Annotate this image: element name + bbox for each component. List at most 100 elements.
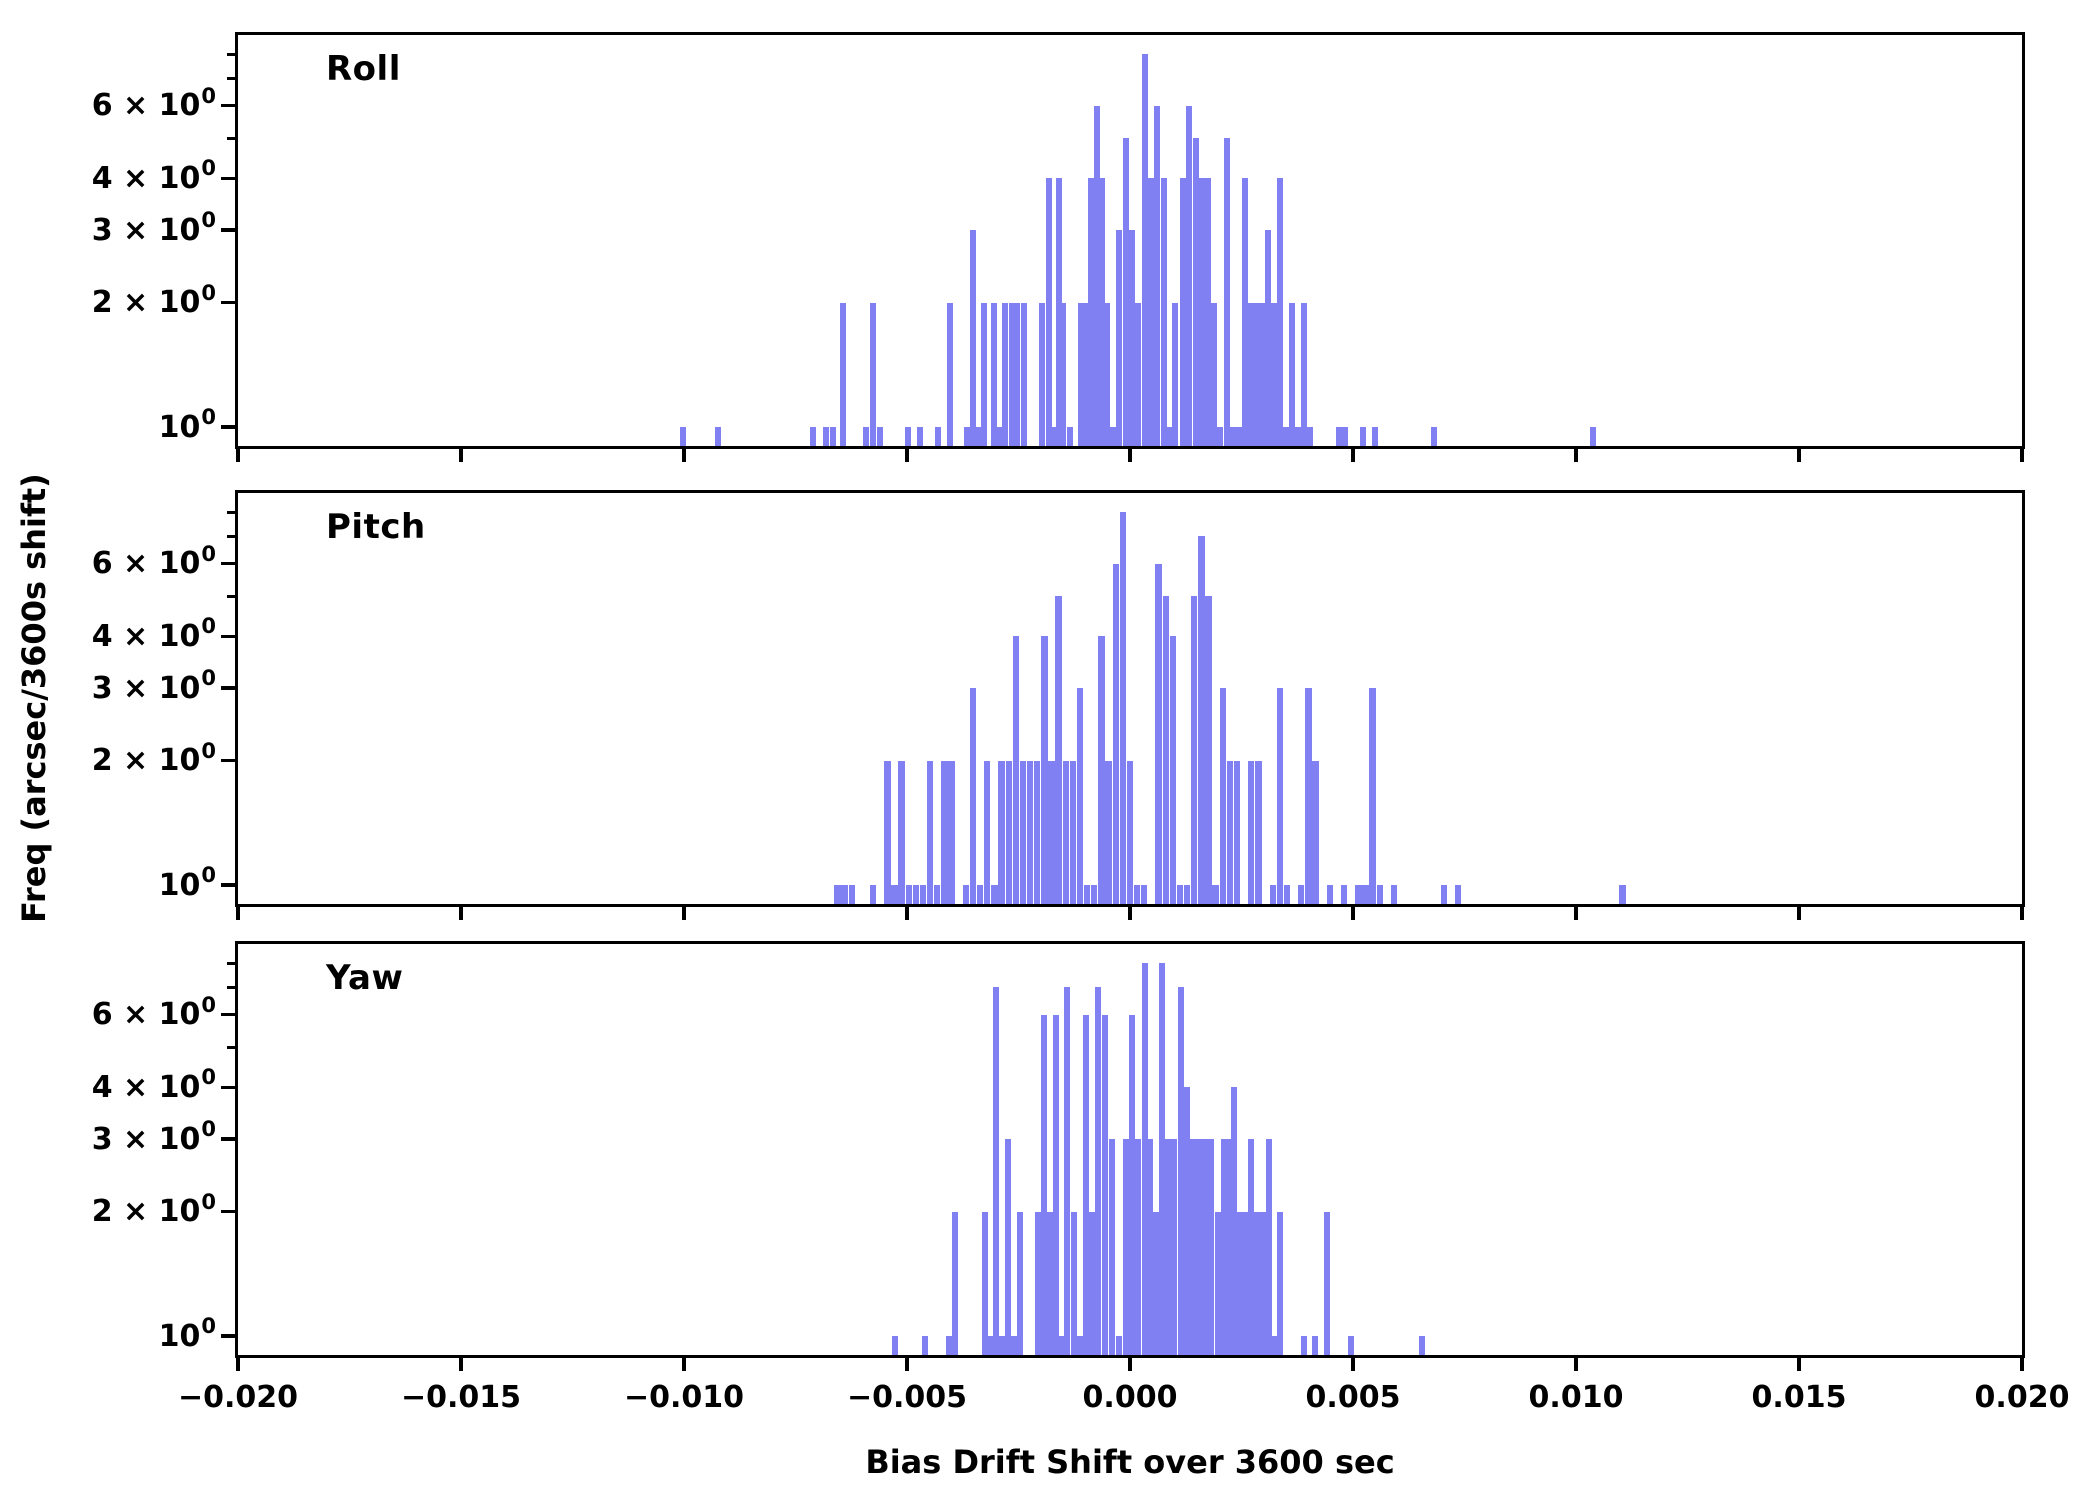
histogram-bar (1122, 138, 1130, 446)
histogram-bar (1185, 105, 1193, 446)
histogram-bar (1166, 427, 1174, 446)
y-tick-mark (221, 686, 235, 690)
histogram-bar (1233, 760, 1241, 904)
histogram-bar (1093, 105, 1101, 446)
histogram-bar (1052, 1014, 1060, 1355)
histogram-bar (995, 427, 1003, 446)
histogram-bar (975, 427, 982, 446)
x-tick-mark (905, 1358, 909, 1371)
histogram-bar (1038, 302, 1046, 446)
x-tick-mark (1351, 1358, 1355, 1371)
histogram-bar (1248, 760, 1255, 904)
histogram-bar (927, 760, 934, 904)
y-tick-label: 3 × 10 0 (91, 666, 216, 706)
y-tick-mark (221, 883, 235, 887)
x-tick-mark (236, 907, 240, 920)
histogram-bar (876, 427, 883, 446)
histogram-bar (1034, 1211, 1042, 1355)
y-tick-label: 10 0 (158, 405, 216, 445)
histogram-bar (1189, 1139, 1197, 1355)
histogram-bar (1134, 302, 1142, 446)
histogram-bar (1300, 302, 1308, 446)
histogram-bar (1198, 536, 1205, 904)
histogram-bar (1048, 760, 1055, 904)
histogram-bar (1276, 1211, 1284, 1355)
histogram-bar (1069, 760, 1077, 904)
panel-yaw: Yaw 10 0 2 × 10 0 3 × 10 0 4 × 10 0 6 × 10 0 −0.02… (92, 941, 2069, 1415)
histogram-bar (834, 885, 841, 904)
histogram-bar (1282, 427, 1290, 446)
histogram-bar (1008, 302, 1015, 446)
x-tick-mark (236, 1358, 240, 1371)
y-tick-mark (221, 228, 235, 232)
y-tick-mark (221, 176, 235, 181)
histogram-bar (1133, 885, 1141, 904)
x-tick-mark (2020, 449, 2024, 462)
histogram-bar (1619, 885, 1626, 904)
histogram-bar (1041, 636, 1048, 904)
histogram-bar (1312, 760, 1319, 904)
y-tick-mark (221, 1013, 235, 1017)
x-tick-mark (1797, 907, 1801, 920)
histogram-bar (1311, 1336, 1319, 1355)
histogram-bar (809, 427, 817, 446)
y-minor-tick-mark (227, 534, 235, 538)
histogram-bar (1418, 1336, 1426, 1355)
histogram-bar (952, 1211, 959, 1355)
histogram-bar (1226, 760, 1234, 904)
histogram-bar (1134, 1139, 1142, 1355)
histogram-bar (1160, 178, 1168, 446)
histogram-bar (1141, 963, 1149, 1355)
histogram-bar (1340, 885, 1348, 904)
histogram-bar (1012, 636, 1019, 904)
histogram-bar (1094, 987, 1102, 1355)
histogram-bar (1062, 760, 1069, 904)
histogram-bar (1091, 885, 1098, 904)
y-tick-mark (221, 301, 235, 305)
histogram-bar (1128, 230, 1135, 446)
histogram-bar (1059, 1336, 1066, 1355)
histogram-bar (905, 885, 912, 904)
x-tick-mark (459, 449, 463, 462)
histogram-bar (919, 885, 927, 904)
x-tick-mark (459, 907, 463, 920)
histogram-bar (1216, 427, 1224, 446)
histogram-bar (946, 302, 953, 446)
y-minor-tick-mark (227, 76, 235, 80)
x-tick-mark (1574, 1358, 1578, 1371)
histogram-bar (1013, 302, 1021, 446)
histogram-bar (1088, 1211, 1096, 1355)
panel-title-roll: Roll (326, 49, 401, 89)
histogram-bar (1247, 302, 1255, 446)
histogram-bar (1589, 427, 1597, 446)
y-tick-label: 4 × 10 0 (91, 156, 216, 196)
histogram-bar (1247, 1139, 1255, 1355)
histogram-bar (1294, 427, 1302, 446)
histogram-bar (1152, 1211, 1160, 1355)
histogram-bar (1126, 760, 1134, 904)
histogram-bar (1347, 1336, 1354, 1355)
x-tick-label: 0.005 (1305, 1380, 1401, 1415)
x-tick-mark (236, 449, 240, 462)
histogram-bar (1128, 1014, 1135, 1355)
histogram-bar (990, 302, 998, 446)
histogram-bar (912, 885, 920, 904)
histogram-bar (1063, 987, 1071, 1355)
y-tick-mark (221, 634, 235, 639)
histogram-bar (1305, 688, 1312, 904)
histogram-bar (1115, 230, 1122, 446)
histogram-bar (869, 302, 877, 446)
y-minor-tick-mark (227, 594, 235, 599)
histogram-bar (1141, 54, 1149, 446)
histogram-bar (1076, 1336, 1084, 1355)
y-minor-tick-mark (227, 961, 235, 965)
histogram-bar (1341, 427, 1349, 446)
y-tick-mark (221, 104, 235, 108)
histogram-bar (1192, 138, 1200, 446)
x-tick-mark (2020, 1358, 2024, 1371)
x-tick-mark (1128, 1358, 1132, 1371)
histogram-bar (1034, 760, 1041, 904)
panel-title-pitch: Pitch (326, 507, 426, 547)
histogram-bar (1264, 230, 1271, 446)
